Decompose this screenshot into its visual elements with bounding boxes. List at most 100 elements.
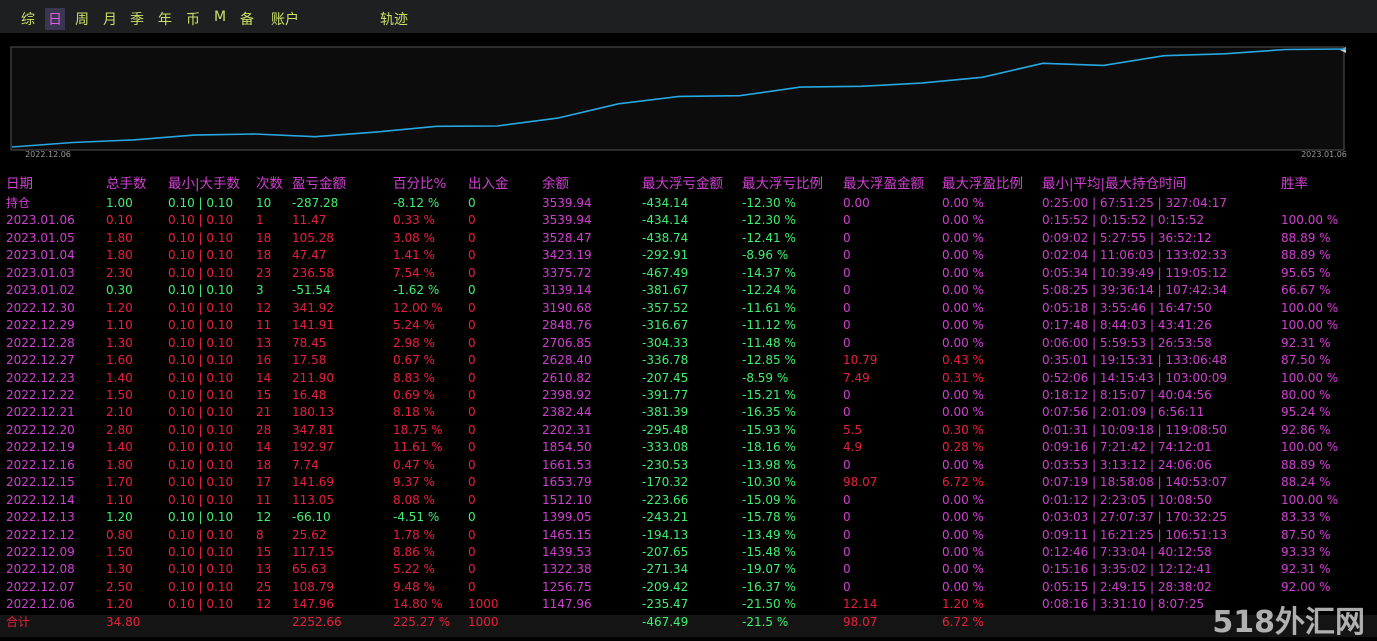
- tab[interactable]: 轨迹: [380, 12, 408, 28]
- tab[interactable]: 账户: [271, 12, 299, 28]
- cell-value: 2202.31: [542, 422, 592, 437]
- cell-value: 0.00 %: [942, 562, 984, 577]
- cell-value: 95.24 %: [1281, 405, 1331, 420]
- column-header: 最小|平均|最大持仓时间: [1042, 176, 1187, 192]
- cell-value: 0.00 %: [942, 265, 984, 280]
- cell-value: 0.10 | 0.10: [168, 597, 234, 612]
- cell-value: 2610.82: [542, 370, 592, 385]
- cell-value: 0: [843, 492, 851, 507]
- cell-value: 0:01:12 | 2:23:05 | 10:08:50: [1042, 492, 1212, 507]
- cell-value: 0: [843, 387, 851, 402]
- cell-value: 1661.53: [542, 457, 592, 472]
- cell-value: 0.10 | 0.10: [168, 300, 234, 315]
- cell-value: 15: [256, 545, 272, 559]
- cell-value: 1.80: [106, 230, 133, 245]
- cell-value: 0: [468, 405, 476, 420]
- cell-value: 11.47: [292, 213, 327, 228]
- cell-value: 17.58: [292, 353, 327, 368]
- cell-value: 0.00 %: [942, 248, 984, 263]
- cell-value: 0: [843, 527, 851, 542]
- cell-value: -12.85 %: [742, 353, 796, 368]
- tab[interactable]: 周: [75, 12, 89, 28]
- cell-value: 1000: [468, 614, 499, 629]
- cell-value: 92.31 %: [1281, 335, 1331, 350]
- cell-value: 141.91: [292, 318, 334, 333]
- cell-value: 0:08:16 | 3:31:10 | 8:07:25: [1042, 597, 1205, 612]
- cell-value: 0:05:18 | 3:55:46 | 16:47:50: [1042, 300, 1212, 315]
- cell-value: 1.78 %: [393, 527, 435, 542]
- cell-value: -21.5 %: [742, 614, 789, 629]
- cell-value: -381.67: [642, 283, 689, 298]
- cell-value: 0.10 | 0.10: [168, 475, 234, 490]
- cell-value: -271.34: [642, 562, 689, 577]
- cell-value: 66.67 %: [1281, 283, 1331, 298]
- cell-value: 34.80: [106, 614, 141, 629]
- cell-value: 113.05: [292, 492, 334, 507]
- cell-value: 0.00 %: [942, 545, 984, 559]
- cell-value: 0: [843, 335, 851, 350]
- cell-value: 0:05:34 | 10:39:49 | 119:05:12: [1042, 265, 1228, 280]
- cell-value: 92.86 %: [1281, 422, 1331, 437]
- cell-value: 0:17:48 | 8:44:03 | 43:41:26: [1042, 318, 1212, 333]
- cell-value: 5.5: [843, 422, 863, 437]
- cell-value: 0.80: [106, 527, 133, 542]
- cell-value: 1653.79: [542, 475, 592, 490]
- cell-value: 3139.14: [542, 283, 592, 298]
- tab[interactable]: 季: [130, 12, 144, 28]
- cell-value: 1.30: [106, 562, 133, 577]
- cell-value: 12: [256, 510, 272, 525]
- tab[interactable]: 日: [45, 8, 65, 30]
- cell-value: 1.80: [106, 457, 133, 472]
- cell-value: 0:12:46 | 7:33:04 | 40:12:58: [1042, 545, 1212, 559]
- row-label: 2022.12.16: [6, 457, 75, 472]
- cell-value: 0.10 | 0.10: [168, 545, 234, 559]
- equity-line: [11, 48, 1347, 148]
- cell-value: 0:09:11 | 16:21:25 | 106:51:13: [1042, 527, 1228, 542]
- cell-value: 0.10 | 0.10: [168, 318, 234, 333]
- cell-value: 0: [468, 213, 476, 228]
- cell-value: 0: [468, 422, 476, 437]
- cell-value: 0.47 %: [393, 457, 435, 472]
- cell-value: -18.16 %: [742, 440, 796, 455]
- cell-value: 2.98 %: [393, 335, 435, 350]
- cell-value: 13: [256, 562, 272, 577]
- cell-value: 21: [256, 405, 272, 420]
- cell-value: 0.00 %: [942, 196, 984, 210]
- tab[interactable]: 币: [186, 12, 200, 28]
- cell-value: 92.31 %: [1281, 562, 1331, 577]
- tab[interactable]: M: [214, 9, 227, 25]
- row-label: 2023.01.04: [6, 248, 75, 263]
- cell-value: 0: [843, 405, 851, 420]
- cell-value: 13: [256, 335, 272, 350]
- cell-value: 180.13: [292, 405, 334, 420]
- cell-value: 0: [843, 213, 851, 228]
- cell-value: 0.00 %: [942, 579, 984, 594]
- cell-value: 0: [468, 387, 476, 402]
- cell-value: 100.00 %: [1281, 440, 1339, 455]
- column-header: 次数: [256, 176, 283, 192]
- tab[interactable]: 月: [103, 12, 117, 28]
- cell-value: 78.45: [292, 335, 327, 350]
- cell-value: 4.9: [843, 440, 863, 455]
- cell-value: -292.91: [642, 248, 689, 263]
- row-label: 2022.12.06: [6, 597, 75, 612]
- cell-value: -15.09 %: [742, 492, 796, 507]
- cell-value: -209.42: [642, 579, 689, 594]
- tab[interactable]: 备: [240, 12, 254, 28]
- cell-value: 0.00 %: [942, 387, 984, 402]
- cell-value: 0.00 %: [942, 300, 984, 315]
- cell-value: 0: [468, 283, 476, 298]
- cell-value: -15.93 %: [742, 422, 796, 437]
- row-label: 2023.01.02: [6, 283, 75, 298]
- column-header: 最大浮盈比例: [942, 176, 1023, 192]
- cell-value: -170.32: [642, 475, 689, 490]
- cell-value: -316.67: [642, 318, 689, 333]
- tab[interactable]: 年: [158, 12, 172, 28]
- cell-value: 0: [468, 300, 476, 315]
- cell-value: 0: [843, 248, 851, 263]
- cell-value: 0:03:03 | 27:07:37 | 170:32:25: [1042, 510, 1228, 525]
- cell-value: 0.43 %: [942, 353, 984, 368]
- cell-value: 2.50: [106, 579, 133, 594]
- cell-value: -391.77: [642, 387, 689, 402]
- tab[interactable]: 综: [21, 12, 35, 28]
